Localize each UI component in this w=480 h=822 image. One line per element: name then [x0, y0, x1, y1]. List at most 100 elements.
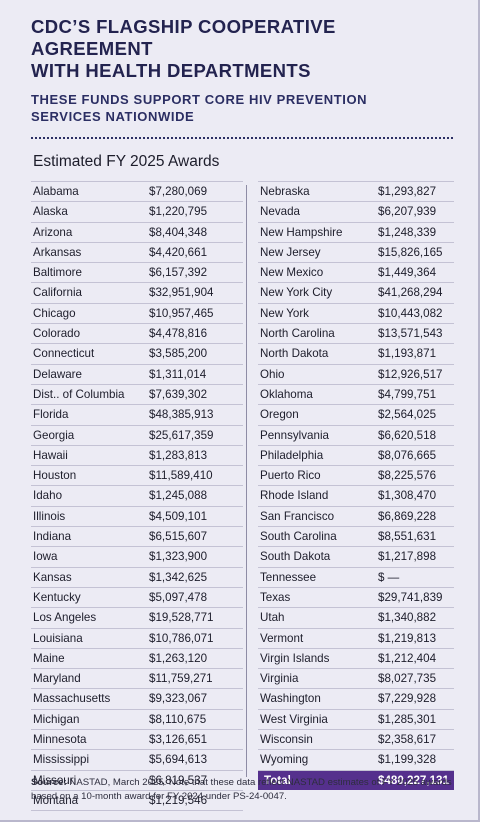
table-row: North Dakota $1,193,871	[258, 344, 454, 365]
jurisdiction-name: Wyoming	[260, 753, 309, 767]
jurisdiction-name: Dist.. of Columbia	[33, 387, 125, 401]
table-row: North Carolina $13,571,543	[258, 324, 454, 345]
column-divider	[246, 185, 247, 777]
award-amount: $11,759,271	[149, 672, 213, 686]
jurisdiction-name: New Hampshire	[260, 225, 343, 239]
jurisdiction-name: Colorado	[33, 327, 81, 341]
subtitle-line-2: SERVICES NATIONWIDE	[31, 109, 195, 124]
table-row: Missouri $6,819,537	[31, 771, 243, 791]
award-amount: $1,340,882	[378, 611, 437, 625]
jurisdiction-name: Houston	[33, 469, 77, 483]
award-amount: $1,449,364	[378, 266, 437, 280]
award-amount: $8,076,665	[378, 448, 437, 462]
table-row: Puerto Rico $8,225,576	[258, 466, 454, 487]
table-row: Kansas $1,342,625	[31, 568, 243, 588]
table-row: Louisiana $10,786,071	[31, 629, 243, 649]
jurisdiction-name: Minnesota	[33, 733, 87, 747]
awards-table: Alabama $7,280,069 Alaska $1,220,795 Arizona…	[31, 181, 454, 812]
jurisdiction-name: Maryland	[33, 672, 81, 686]
table-row: Kentucky $5,097,478	[31, 588, 243, 609]
jurisdiction-name: Kansas	[33, 570, 72, 584]
table-row: Indiana $6,515,607	[31, 527, 243, 548]
awards-column-left: Alabama $7,280,069 Alaska $1,220,795 Arizona…	[31, 181, 243, 812]
jurisdiction-name: Ohio	[260, 367, 285, 381]
jurisdiction-name: Arkansas	[33, 245, 82, 259]
table-row: California $32,951,904	[31, 283, 243, 304]
table-row: New York City $41,268,294	[258, 283, 454, 304]
jurisdiction-name: Missouri	[33, 773, 77, 787]
table-title: Estimated FY 2025 Awards	[33, 153, 220, 170]
award-amount: $1,283,813	[149, 448, 208, 462]
table-row: Pennsylvania $6,620,518	[258, 426, 454, 446]
jurisdiction-name: Georgia	[33, 428, 75, 442]
jurisdiction-name: Virginia	[260, 672, 299, 686]
table-row: Tennessee $ —	[258, 568, 454, 588]
subtitle-line-1: THESE FUNDS SUPPORT CORE HIV PREVENTION	[31, 92, 368, 107]
award-amount: $13,571,543	[378, 327, 443, 341]
jurisdiction-name: Texas	[260, 590, 291, 604]
award-amount: $48,385,913	[149, 408, 214, 422]
award-amount: $1,285,301	[378, 712, 437, 726]
table-row: Wyoming $1,199,328	[258, 750, 454, 771]
awards-column-right: Nebraska $1,293,827 Nevada $6,207,939 New Ha…	[258, 181, 454, 790]
award-amount: $1,245,088	[149, 489, 208, 503]
award-amount: $4,420,661	[149, 245, 208, 259]
table-row: Massachusetts $9,323,067	[31, 689, 243, 710]
jurisdiction-name: South Carolina	[260, 530, 337, 544]
jurisdiction-name: Puerto Rico	[260, 469, 321, 483]
award-amount: $4,799,751	[378, 387, 437, 401]
table-row: Dist.. of Columbia $7,639,302	[31, 385, 243, 406]
jurisdiction-name: Oregon	[260, 408, 299, 422]
award-amount: $9,323,067	[149, 692, 208, 706]
award-amount: $4,509,101	[149, 509, 208, 523]
total-label: Total	[264, 773, 291, 787]
award-amount: $29,741,839	[378, 590, 443, 604]
jurisdiction-name: Iowa	[33, 550, 58, 564]
table-row: Alabama $7,280,069	[31, 181, 243, 203]
total-row: Total $480,227,131	[258, 770, 454, 790]
table-row: San Francisco $6,869,228	[258, 507, 454, 528]
award-amount: $1,263,120	[149, 651, 208, 665]
award-amount: $8,551,631	[378, 530, 437, 544]
table-row: South Dakota $1,217,898	[258, 547, 454, 568]
table-row: Nevada $6,207,939	[258, 202, 454, 223]
table-row: New Mexico $1,449,364	[258, 263, 454, 284]
award-amount: $12,926,517	[378, 367, 443, 381]
table-row: Virginia $8,027,735	[258, 669, 454, 690]
award-amount: $1,293,827	[378, 185, 437, 198]
jurisdiction-name: New Jersey	[260, 245, 321, 259]
jurisdiction-name: Florida	[33, 408, 69, 422]
jurisdiction-name: North Carolina	[260, 327, 335, 341]
jurisdiction-name: Mississippi	[33, 753, 90, 767]
award-amount: $6,515,607	[149, 530, 208, 544]
table-row: Colorado $4,478,816	[31, 324, 243, 345]
award-amount: $6,207,939	[378, 205, 437, 219]
source-note: Source: NASTAD, March 2025. Note that th…	[31, 776, 456, 804]
award-amount: $2,564,025	[378, 408, 437, 422]
table-row: West Virginia $1,285,301	[258, 710, 454, 731]
jurisdiction-name: San Francisco	[260, 509, 335, 523]
award-amount: $3,126,651	[149, 733, 208, 747]
award-amount: $1,193,871	[378, 347, 437, 361]
award-amount: $7,639,302	[149, 387, 208, 401]
award-amount: $1,212,404	[378, 651, 437, 665]
table-row: Florida $48,385,913	[31, 405, 243, 426]
award-amount: $32,951,904	[149, 286, 214, 300]
jurisdiction-name: Utah	[260, 611, 285, 625]
table-row: Texas $29,741,839	[258, 588, 454, 609]
source-label: Source:	[31, 777, 67, 788]
jurisdiction-name: Idaho	[33, 489, 63, 503]
award-amount: $7,280,069	[149, 185, 208, 198]
jurisdiction-name: Los Angeles	[33, 611, 97, 625]
table-row: South Carolina $8,551,631	[258, 527, 454, 548]
jurisdiction-name: Baltimore	[33, 266, 82, 280]
jurisdiction-name: New York City	[260, 286, 333, 300]
jurisdiction-name: Indiana	[33, 530, 72, 544]
award-amount: $1,342,625	[149, 570, 208, 584]
award-amount: $10,786,071	[149, 631, 214, 645]
jurisdiction-name: South Dakota	[260, 550, 331, 564]
total-amount: $480,227,131	[378, 773, 449, 787]
award-amount: $1,217,898	[378, 550, 437, 564]
jurisdiction-name: Rhode Island	[260, 489, 329, 503]
award-amount: $1,248,339	[378, 225, 437, 239]
